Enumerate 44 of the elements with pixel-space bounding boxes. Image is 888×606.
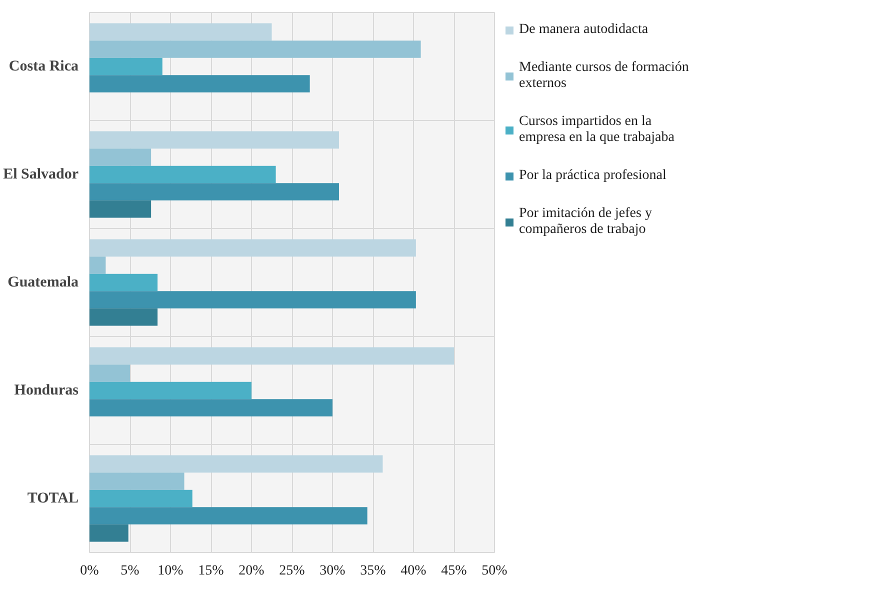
bar bbox=[90, 382, 252, 400]
x-tick-label: 25% bbox=[279, 564, 306, 578]
legend-label: Por imitación de jefes y compañeros de trabajo bbox=[519, 206, 652, 238]
legend-label: De manera autodidacta bbox=[519, 22, 648, 38]
bar bbox=[90, 131, 339, 149]
bar bbox=[90, 347, 454, 365]
bar bbox=[90, 472, 184, 490]
y-tick-label: Costa Rica bbox=[8, 58, 79, 74]
bar bbox=[90, 58, 162, 76]
x-tick-label: 40% bbox=[400, 564, 427, 578]
bar bbox=[90, 308, 158, 326]
legend-label: Mediante cursos de formación externos bbox=[519, 60, 689, 92]
bar bbox=[90, 507, 368, 524]
x-tick-label: 10% bbox=[158, 564, 184, 578]
bar bbox=[90, 75, 310, 92]
y-tick-label: Guatemala bbox=[8, 274, 79, 290]
bar bbox=[90, 399, 332, 416]
x-tick-label: 45% bbox=[441, 564, 468, 578]
bar bbox=[90, 200, 152, 218]
bar bbox=[90, 524, 128, 542]
bar bbox=[90, 291, 416, 308]
legend-label: Cursos impartidos en la empresa en la que trabajaba bbox=[519, 114, 674, 146]
bar bbox=[90, 166, 276, 184]
bar bbox=[90, 239, 416, 257]
bar bbox=[90, 256, 106, 274]
bar bbox=[90, 148, 152, 166]
x-tick-label: 5% bbox=[120, 564, 140, 578]
bar bbox=[90, 490, 192, 508]
y-tick-label: TOTAL bbox=[27, 490, 79, 506]
bar bbox=[90, 183, 339, 200]
bar bbox=[90, 455, 383, 473]
bar bbox=[90, 364, 130, 382]
x-tick-label: 0% bbox=[80, 564, 100, 578]
y-tick-label: El Salvador bbox=[3, 166, 79, 182]
bar bbox=[90, 23, 272, 41]
legend-label: Por la práctica profesional bbox=[519, 168, 666, 184]
x-tick-label: 20% bbox=[238, 564, 265, 578]
bar bbox=[90, 274, 158, 292]
x-tick-label: 50% bbox=[482, 564, 508, 578]
x-tick-label: 30% bbox=[320, 564, 346, 578]
x-tick-label: 15% bbox=[198, 564, 224, 578]
bar bbox=[90, 40, 421, 58]
y-tick-label: Honduras bbox=[14, 382, 79, 398]
x-tick-label: 35% bbox=[360, 564, 386, 578]
